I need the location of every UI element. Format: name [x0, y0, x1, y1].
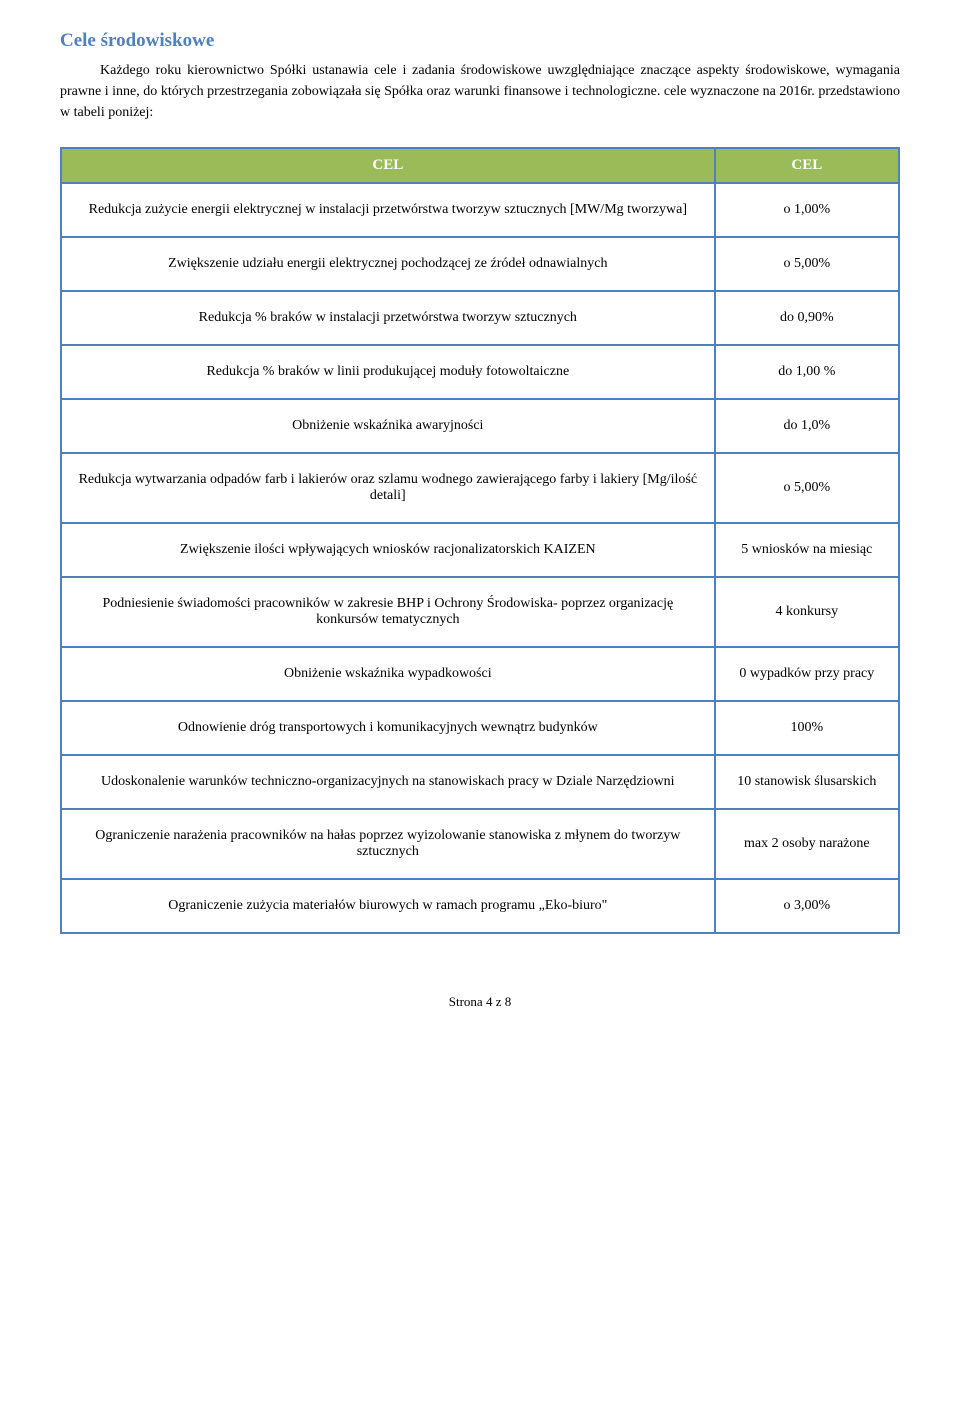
row-description: Udoskonalenie warunków techniczno-organi… — [61, 755, 715, 809]
table-row: Redukcja zużycie energii elektrycznej w … — [61, 183, 899, 237]
table-header-left: CEL — [61, 148, 715, 183]
table-row: Udoskonalenie warunków techniczno-organi… — [61, 755, 899, 809]
row-value: o 5,00% — [715, 453, 899, 523]
table-row: Zwiększenie udziału energii elektrycznej… — [61, 237, 899, 291]
row-value: o 3,00% — [715, 879, 899, 933]
table-row: Odnowienie dróg transportowych i komunik… — [61, 701, 899, 755]
row-value: o 5,00% — [715, 237, 899, 291]
row-value: o 1,00% — [715, 183, 899, 237]
row-value: do 1,0% — [715, 399, 899, 453]
table-row: Redukcja % braków w instalacji przetwórs… — [61, 291, 899, 345]
row-description: Ograniczenie narażenia pracowników na ha… — [61, 809, 715, 879]
row-description: Zwiększenie ilości wpływających wniosków… — [61, 523, 715, 577]
table-header-right: CEL — [715, 148, 899, 183]
row-description: Podniesienie świadomości pracowników w z… — [61, 577, 715, 647]
row-value: 0 wypadków przy pracy — [715, 647, 899, 701]
page-footer: Strona 4 z 8 — [60, 994, 900, 1010]
table-row: Obniżenie wskaźnika awaryjności do 1,0% — [61, 399, 899, 453]
table-row: Redukcja wytwarzania odpadów farb i laki… — [61, 453, 899, 523]
row-description: Redukcja % braków w instalacji przetwórs… — [61, 291, 715, 345]
row-description: Redukcja zużycie energii elektrycznej w … — [61, 183, 715, 237]
table-row: Ograniczenie narażenia pracowników na ha… — [61, 809, 899, 879]
row-description: Redukcja wytwarzania odpadów farb i laki… — [61, 453, 715, 523]
row-value: 5 wniosków na miesiąc — [715, 523, 899, 577]
row-description: Redukcja % braków w linii produkującej m… — [61, 345, 715, 399]
row-description: Obniżenie wskaźnika wypadkowości — [61, 647, 715, 701]
row-description: Obniżenie wskaźnika awaryjności — [61, 399, 715, 453]
row-description: Zwiększenie udziału energii elektrycznej… — [61, 237, 715, 291]
row-value: do 0,90% — [715, 291, 899, 345]
table-row: Ograniczenie zużycia materiałów biurowyc… — [61, 879, 899, 933]
row-value: 10 stanowisk ślusarskich — [715, 755, 899, 809]
table-row: Obniżenie wskaźnika wypadkowości 0 wypad… — [61, 647, 899, 701]
row-description: Odnowienie dróg transportowych i komunik… — [61, 701, 715, 755]
row-value: 100% — [715, 701, 899, 755]
section-title: Cele środowiskowe — [60, 30, 900, 52]
goals-table: CEL CEL Redukcja zużycie energii elektry… — [60, 147, 900, 934]
intro-paragraph: Każdego roku kierownictwo Spółki ustanaw… — [60, 60, 900, 123]
row-value: max 2 osoby narażone — [715, 809, 899, 879]
row-value: 4 konkursy — [715, 577, 899, 647]
table-row: Zwiększenie ilości wpływających wniosków… — [61, 523, 899, 577]
table-row: Podniesienie świadomości pracowników w z… — [61, 577, 899, 647]
table-row: Redukcja % braków w linii produkującej m… — [61, 345, 899, 399]
row-value: do 1,00 % — [715, 345, 899, 399]
row-description: Ograniczenie zużycia materiałów biurowyc… — [61, 879, 715, 933]
